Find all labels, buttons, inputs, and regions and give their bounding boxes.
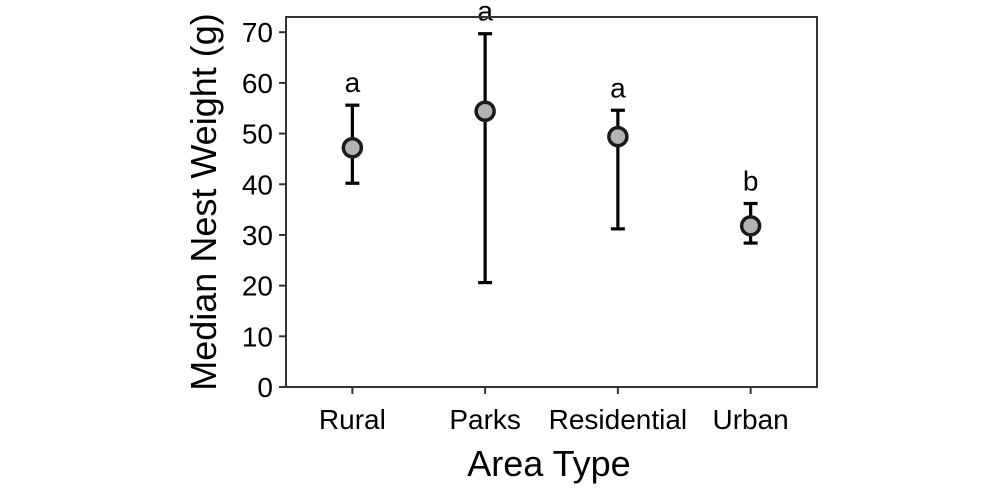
y-axis-title: Median Nest Weight (g) (183, 13, 224, 391)
x-axis: Rural Parks Residential Urban (319, 387, 789, 435)
x-tick-label: Urban (712, 404, 788, 435)
data-point-group: b (739, 166, 762, 245)
data-point (739, 215, 762, 237)
data-point (474, 100, 496, 123)
y-tick-label: 0 (257, 372, 273, 403)
x-tick-label: Rural (319, 404, 386, 435)
plot-frame (285, 16, 818, 388)
y-tick-label: 30 (242, 220, 273, 251)
group-letter-label: a (345, 67, 361, 98)
data-point-group: a (607, 72, 629, 231)
y-tick-label: 60 (242, 68, 273, 99)
data-point-group: a (341, 67, 364, 185)
y-tick-label: 50 (242, 119, 273, 150)
x-tick-label: Residential (549, 404, 688, 435)
y-axis: 0 10 20 30 40 50 60 70 (242, 17, 286, 403)
x-axis-title: Area Type (467, 443, 630, 484)
y-tick-label: 70 (242, 17, 273, 48)
x-tick-label: Parks (449, 404, 521, 435)
data-point-group: a (474, 0, 496, 285)
y-tick-label: 10 (242, 321, 273, 352)
group-letter-label: a (610, 72, 626, 103)
y-tick-label: 40 (242, 169, 273, 200)
group-letter-label: a (477, 0, 493, 27)
data-point (607, 125, 629, 148)
y-tick-label: 20 (242, 271, 273, 302)
plot-area: a a a b (341, 0, 762, 285)
group-letter-label: b (743, 166, 759, 197)
data-point (341, 137, 364, 159)
